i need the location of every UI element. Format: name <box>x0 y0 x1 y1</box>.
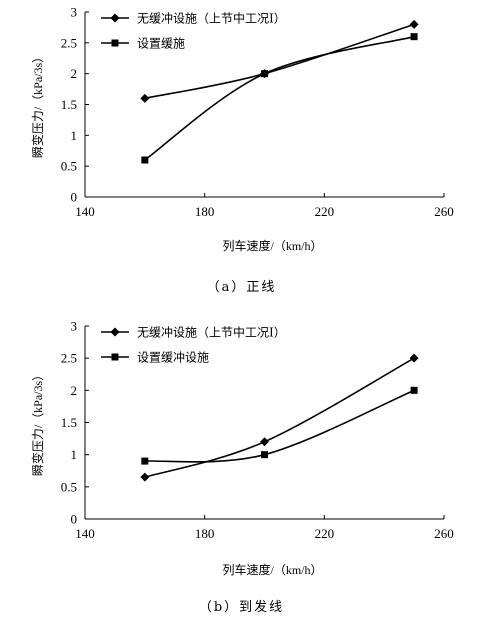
diamond-marker <box>409 19 419 29</box>
series-line <box>144 357 415 478</box>
y-tick-label: 3 <box>71 5 78 20</box>
y-tick-label: 2 <box>71 383 78 398</box>
legend-label: 无缓冲设施（上节中工况Ⅰ） <box>137 11 286 26</box>
x-tick-label: 220 <box>315 204 335 219</box>
y-axis-label: 瞬变压力/（kPa/3s） <box>30 369 45 476</box>
x-axis-label: 列车速度/（km/h） <box>222 562 322 577</box>
diamond-marker <box>140 93 150 103</box>
y-tick-label: 0 <box>71 190 78 205</box>
chart-b: 0 0.5 1 1.5 2 2.5 3 140 180 220 260 列车速度/（km/h） 瞬变压力… <box>30 319 454 578</box>
x-tick-label: 180 <box>195 204 215 219</box>
y-tick-label: 2.5 <box>61 351 77 366</box>
diamond-marker <box>260 437 269 447</box>
x-tick-label: 140 <box>75 526 95 541</box>
square-marker <box>261 70 268 78</box>
legend-label: 设置缓施 <box>137 37 185 51</box>
x-tick-label: 140 <box>75 204 95 219</box>
x-axis-label: 列车速度/（km/h） <box>222 238 322 253</box>
diamond-marker <box>409 353 419 363</box>
y-tick-label: 0.5 <box>61 479 77 494</box>
square-marker <box>141 156 149 164</box>
y-tick-label: 1 <box>71 447 78 462</box>
legend-square-icon <box>111 39 119 47</box>
caption-a: （a）正线 <box>206 280 277 295</box>
square-marker <box>141 457 149 465</box>
legend-diamond-icon <box>110 13 120 23</box>
square-marker <box>261 451 268 459</box>
legend-label: 设置缓冲设施 <box>137 350 209 365</box>
y-tick-label: 2.5 <box>61 35 77 50</box>
legend-label: 无缓冲设施（上节中工况Ⅰ） <box>137 325 286 340</box>
legend-diamond-icon <box>110 327 120 337</box>
legend-square-icon <box>111 353 119 361</box>
caption-b: （b）到发线 <box>198 600 285 615</box>
y-axis-label: 瞬变压力/（kPa/3s） <box>30 51 45 158</box>
diamond-marker <box>140 472 150 482</box>
x-tick-label: 260 <box>434 204 454 219</box>
y-tick-label: 1 <box>71 128 78 143</box>
y-tick-label: 1.5 <box>61 415 77 430</box>
square-marker <box>410 33 418 41</box>
y-tick-label: 2 <box>71 66 78 81</box>
series-line <box>144 23 415 100</box>
chart-a: 0 0.5 1 1.5 2 2.5 3 140 180 220 260 列车速度/（km/h） 瞬变压力… <box>30 5 454 254</box>
series-line <box>144 389 415 463</box>
square-marker <box>410 386 418 394</box>
y-tick-label: 1.5 <box>61 97 77 112</box>
y-tick-label: 3 <box>71 319 78 334</box>
series-line <box>144 35 415 161</box>
x-tick-label: 180 <box>195 526 215 541</box>
y-tick-label: 0 <box>71 512 78 527</box>
x-tick-label: 220 <box>315 526 335 541</box>
y-tick-label: 0.5 <box>61 159 77 174</box>
x-tick-label: 260 <box>434 526 454 541</box>
